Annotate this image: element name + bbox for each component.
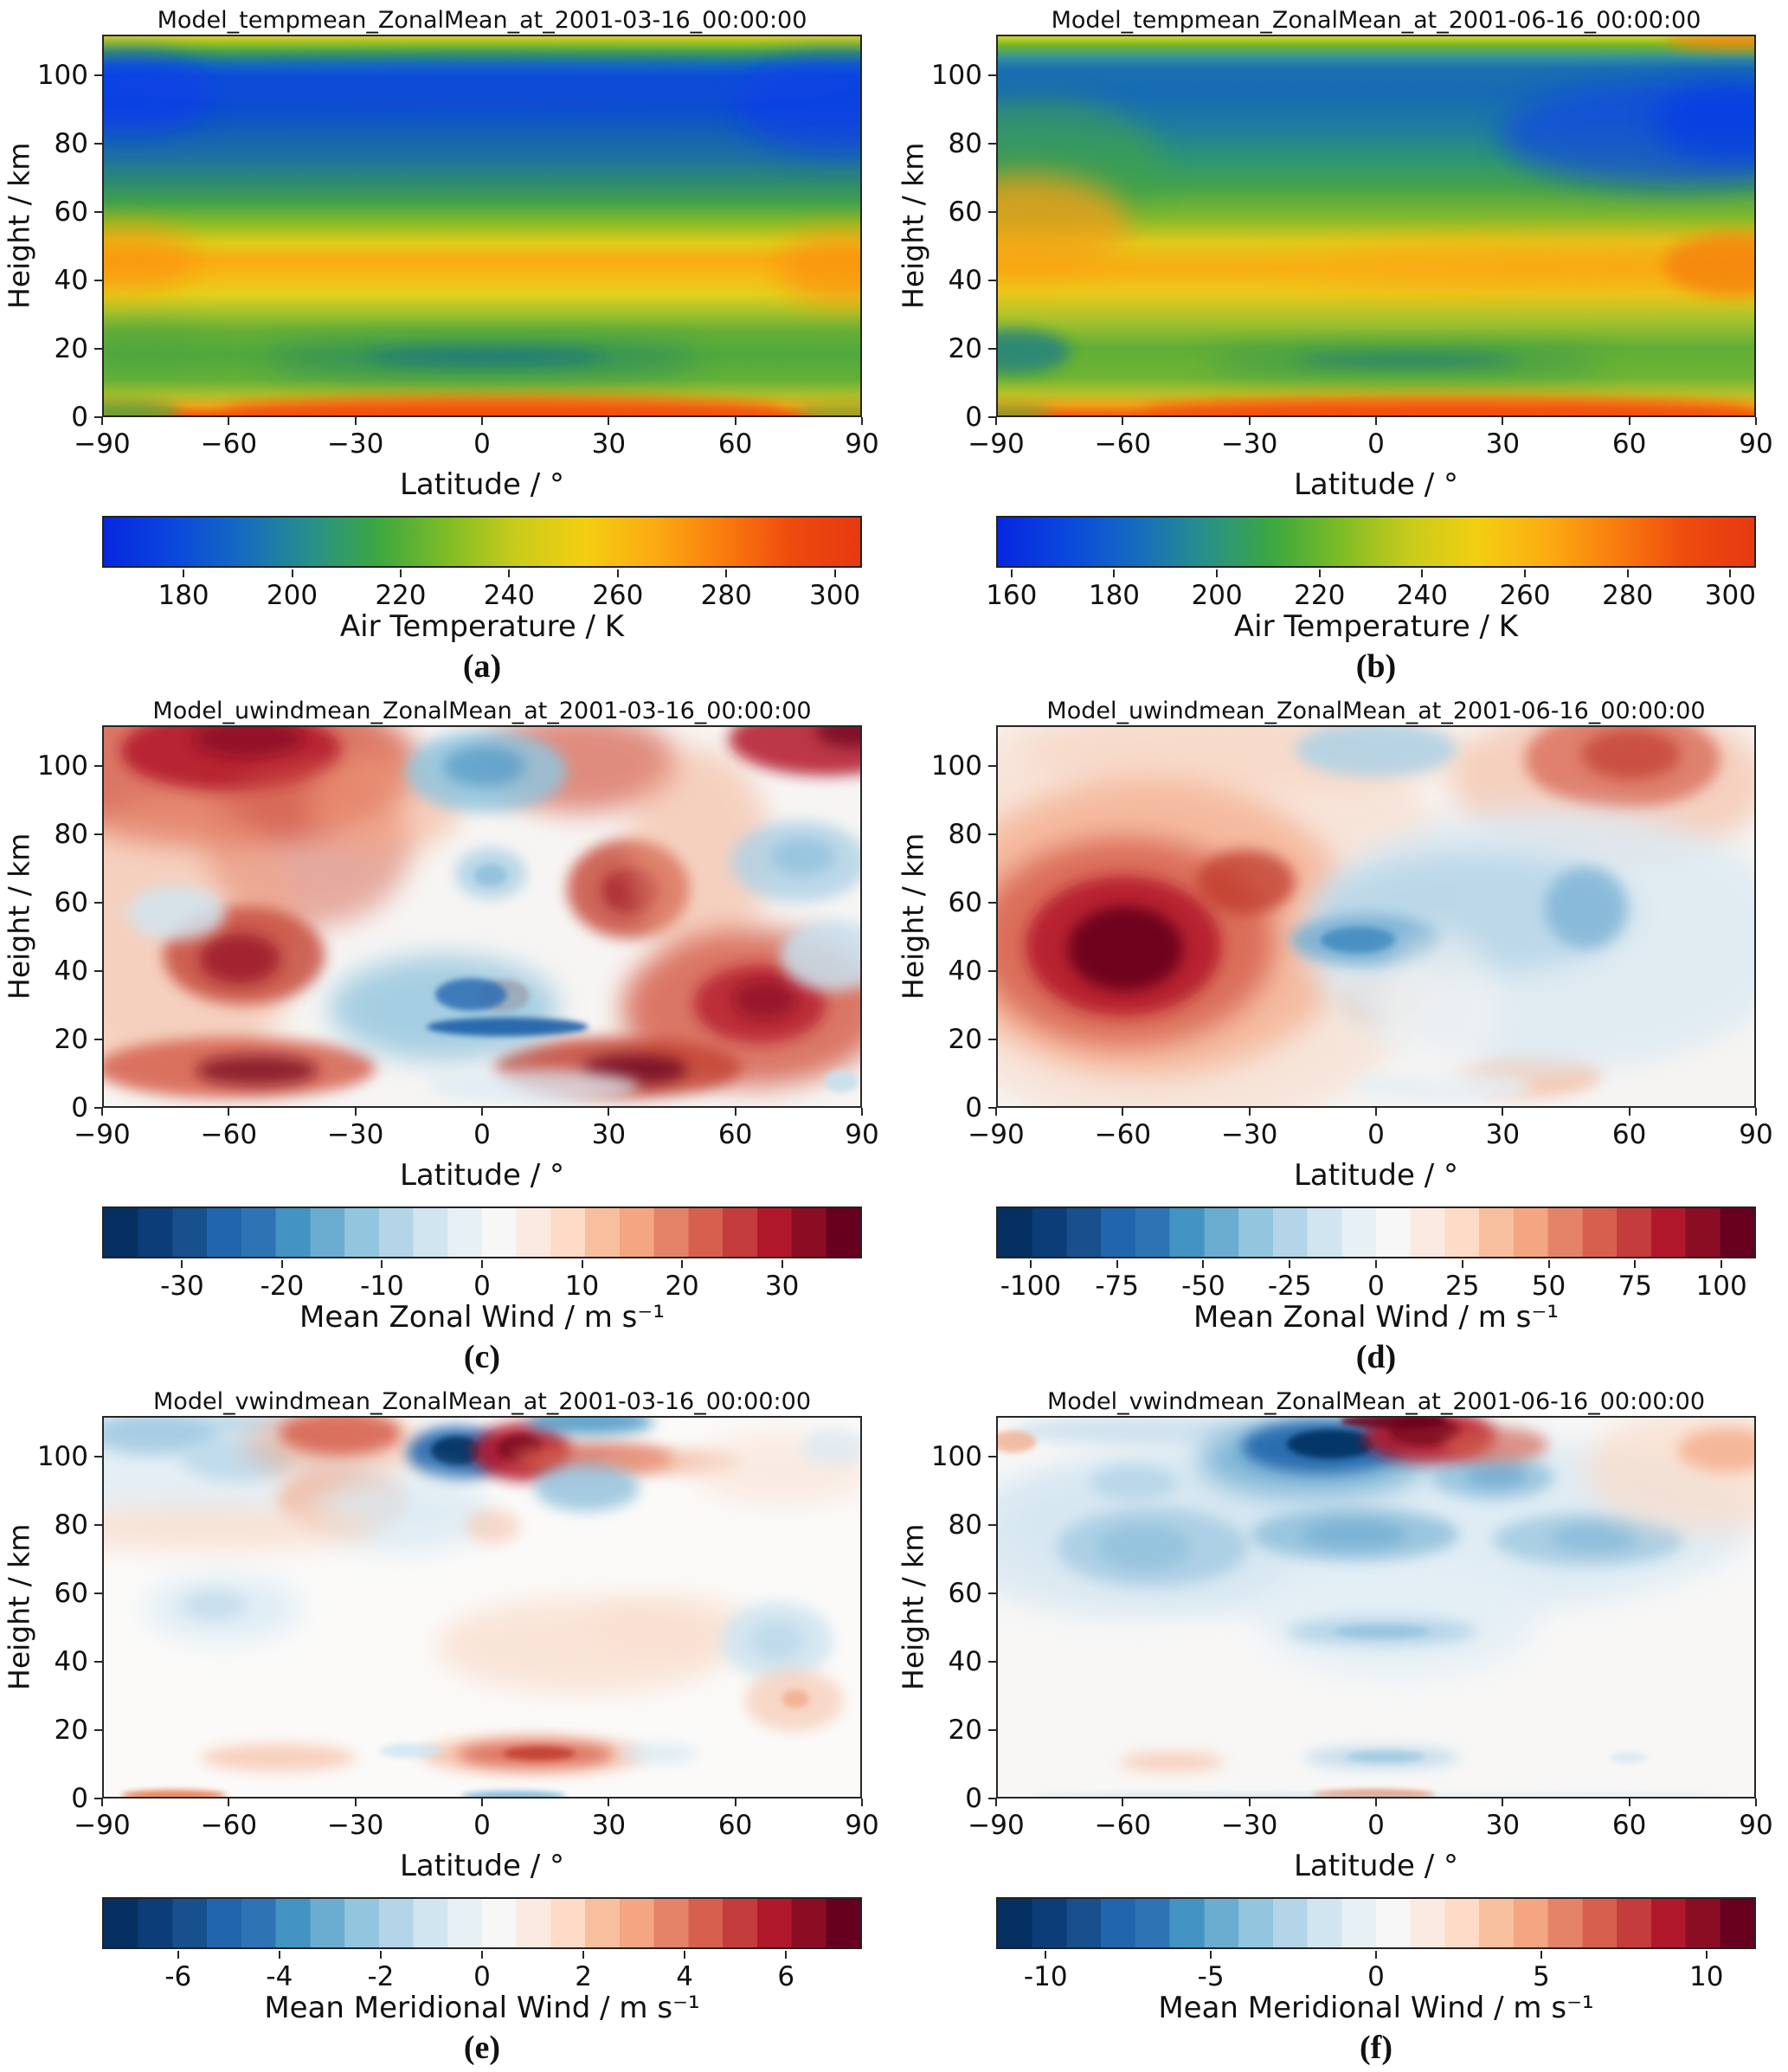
y-axis-label-a: Height / km bbox=[2, 142, 36, 310]
y-axis-ticks-e: 0 20 40 60 80 100 bbox=[35, 1416, 102, 1814]
y-axis-ticks-a: 0 20 40 60 80 100 bbox=[35, 35, 102, 433]
colorbar-b bbox=[996, 516, 1756, 568]
colorbar-a bbox=[102, 516, 862, 568]
panel-letter-e: (e) bbox=[463, 2030, 501, 2066]
colorbar-f bbox=[996, 1897, 1756, 1949]
x-axis-ticks-b: −90 −60 −30 0 30 60 90 bbox=[968, 417, 1773, 466]
colorbar-ticks-d: -100 -75 -50 -25 0 25 50 75 100 bbox=[996, 1260, 1756, 1302]
temperature-contour-field-march bbox=[104, 36, 860, 415]
contour-plot-e bbox=[102, 1416, 862, 1799]
colorbar-ticks-a: 180 200 220 240 260 280 300 bbox=[102, 569, 862, 611]
plot-title-d: Model_uwindmean_ZonalMean_at_2001-06-16_… bbox=[1046, 698, 1706, 724]
colorbar-label-f: Mean Meridional Wind / m s⁻¹ bbox=[1158, 1991, 1594, 2025]
colorbar-c bbox=[102, 1207, 862, 1258]
panel-f: Model_vwindmean_ZonalMean_at_2001-06-16_… bbox=[894, 1381, 1788, 2072]
panel-b: Model_tempmean_ZonalMean_at_2001-06-16_0… bbox=[894, 0, 1788, 691]
x-axis-label-e: Latitude / ° bbox=[399, 1849, 564, 1883]
panel-e: Model_vwindmean_ZonalMean_at_2001-03-16_… bbox=[0, 1381, 894, 2072]
panel-letter-f: (f) bbox=[1360, 2030, 1392, 2066]
colorbar-label-e: Mean Meridional Wind / m s⁻¹ bbox=[264, 1991, 700, 2025]
zonal-wind-contour-field-march bbox=[104, 727, 860, 1106]
colorbar-ticks-e: -6 -4 -2 0 2 4 6 bbox=[102, 1951, 862, 1992]
x-axis-ticks-d: −90 −60 −30 0 30 60 90 bbox=[968, 1108, 1773, 1156]
y-axis-label-e: Height / km bbox=[2, 1523, 36, 1691]
plot-title-a: Model_tempmean_ZonalMean_at_2001-03-16_0… bbox=[157, 7, 807, 34]
y-axis-ticks-c: 0 20 40 60 80 100 bbox=[35, 725, 102, 1123]
y-axis-label-d: Height / km bbox=[896, 833, 930, 1001]
x-axis-label-f: Latitude / ° bbox=[1293, 1849, 1458, 1883]
colorbar-label-d: Mean Zonal Wind / m s⁻¹ bbox=[1193, 1300, 1559, 1335]
plot-title-c: Model_uwindmean_ZonalMean_at_2001-03-16_… bbox=[152, 698, 812, 724]
x-axis-label-d: Latitude / ° bbox=[1293, 1158, 1458, 1193]
panel-a: Model_tempmean_ZonalMean_at_2001-03-16_0… bbox=[0, 0, 894, 691]
colorbar-d bbox=[996, 1207, 1756, 1258]
colorbar-label-a: Air Temperature / K bbox=[339, 609, 625, 644]
meridional-wind-contour-field-june bbox=[998, 1418, 1754, 1797]
plot-title-e: Model_vwindmean_ZonalMean_at_2001-03-16_… bbox=[153, 1388, 811, 1415]
colorbar-ticks-c: -30 -20 -10 0 10 20 30 bbox=[102, 1260, 862, 1302]
plot-title-b: Model_tempmean_ZonalMean_at_2001-06-16_0… bbox=[1051, 7, 1701, 34]
y-axis-ticks-d: 0 20 40 60 80 100 bbox=[929, 725, 996, 1123]
contour-plot-d bbox=[996, 725, 1756, 1108]
panel-letter-c: (c) bbox=[463, 1339, 501, 1375]
meridional-wind-contour-field-march bbox=[104, 1418, 860, 1797]
y-axis-label-f: Height / km bbox=[896, 1523, 930, 1691]
colorbar-ticks-b: 160 180 200 220 240 260 280 300 bbox=[986, 569, 1756, 611]
x-axis-label-b: Latitude / ° bbox=[1293, 467, 1458, 502]
x-axis-ticks-f: −90 −60 −30 0 30 60 90 bbox=[968, 1799, 1773, 1847]
zonal-wind-contour-field-june bbox=[998, 727, 1754, 1106]
y-axis-label-b: Height / km bbox=[896, 142, 930, 310]
contour-plot-a bbox=[102, 35, 862, 417]
x-axis-label-c: Latitude / ° bbox=[399, 1158, 564, 1193]
colorbar-e bbox=[102, 1897, 862, 1949]
contour-plot-f bbox=[996, 1416, 1756, 1799]
colorbar-label-c: Mean Zonal Wind / m s⁻¹ bbox=[299, 1300, 665, 1335]
panel-d: Model_uwindmean_ZonalMean_at_2001-06-16_… bbox=[894, 691, 1788, 1381]
panel-letter-d: (d) bbox=[1355, 1339, 1397, 1375]
temperature-contour-field-june bbox=[998, 36, 1754, 415]
y-axis-ticks-b: 0 20 40 60 80 100 bbox=[929, 35, 996, 433]
panel-letter-a: (a) bbox=[462, 648, 502, 685]
y-axis-label-c: Height / km bbox=[2, 833, 36, 1001]
x-axis-ticks-c: −90 −60 −30 0 30 60 90 bbox=[74, 1108, 879, 1156]
panel-letter-b: (b) bbox=[1355, 648, 1397, 685]
contour-plot-c bbox=[102, 725, 862, 1108]
colorbar-ticks-f: -10 -5 0 5 10 bbox=[996, 1951, 1756, 1992]
x-axis-ticks-e: −90 −60 −30 0 30 60 90 bbox=[74, 1799, 879, 1847]
colorbar-label-b: Air Temperature / K bbox=[1233, 609, 1519, 644]
x-axis-ticks-a: −90 −60 −30 0 30 60 90 bbox=[74, 417, 879, 466]
plot-title-f: Model_vwindmean_ZonalMean_at_2001-06-16_… bbox=[1047, 1388, 1705, 1415]
y-axis-ticks-f: 0 20 40 60 80 100 bbox=[929, 1416, 996, 1814]
panel-c: Model_uwindmean_ZonalMean_at_2001-03-16_… bbox=[0, 691, 894, 1381]
contour-plot-b bbox=[996, 35, 1756, 417]
x-axis-label-a: Latitude / ° bbox=[399, 467, 564, 502]
